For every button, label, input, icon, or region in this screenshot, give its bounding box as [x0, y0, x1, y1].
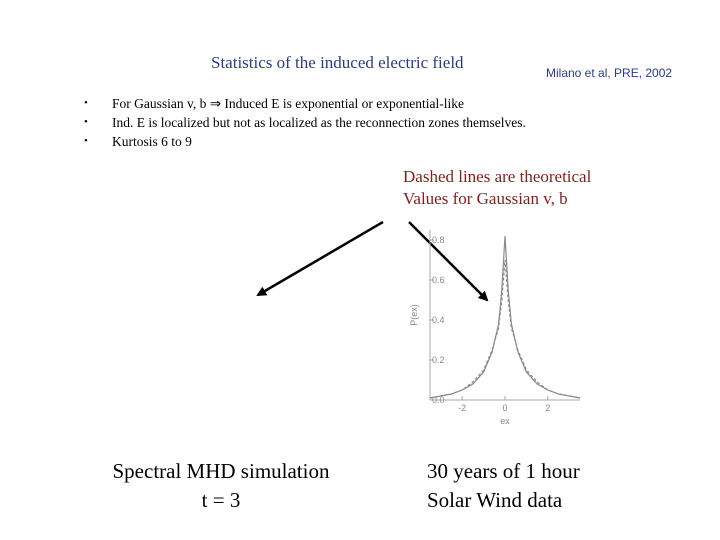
theory-curve: [429, 259, 581, 399]
plot-ticks: -2 0 2 0.0 0.2 0.4 0.6 0.8: [430, 235, 550, 413]
bullet-item: • Ind. E is localized but not as localize…: [84, 113, 526, 132]
x-axis-label: ex: [500, 416, 510, 426]
theory-note-line1: Dashed lines are theoretical: [403, 167, 592, 186]
y-tick-label: 0.4: [432, 315, 445, 325]
theory-note: Dashed lines are theoretical Values for …: [403, 166, 591, 210]
caption-simulation: Spectral MHD simulation t = 3: [95, 457, 347, 515]
bullet-text: Ind. E is localized but not as localized…: [112, 115, 526, 130]
y-tick-label: 0.2: [432, 355, 445, 365]
caption-solar-wind-line2: Solar Wind data: [427, 488, 563, 512]
plot-series: [429, 235, 581, 399]
bullet-dot-icon: •: [84, 116, 88, 128]
y-tick-label: 0.0: [432, 395, 445, 405]
theory-note-line2: Values for Gaussian v, b: [403, 189, 568, 208]
caption-simulation-line1: Spectral MHD simulation: [112, 459, 330, 483]
plot-axes: [429, 230, 580, 401]
bullet-text: Kurtosis 6 to 9: [112, 134, 192, 149]
citation: Milano et al, PRE, 2002: [546, 66, 673, 80]
caption-solar-wind: 30 years of 1 hour Solar Wind data: [427, 457, 580, 515]
slide-title: Statistics of the induced electric field: [211, 53, 464, 72]
bullet-dot-icon: •: [84, 135, 88, 147]
data-curve: [429, 235, 581, 399]
y-axis-label: P(ex): [409, 304, 419, 326]
bullet-dot-icon: •: [84, 97, 88, 109]
caption-simulation-line2: t = 3: [201, 488, 241, 512]
x-tick-label: -2: [458, 403, 466, 413]
caption-solar-wind-line1: 30 years of 1 hour: [427, 459, 580, 483]
pdf-plot: -2 0 2 0.0 0.2 0.4 0.6 0.8 ex P(ex): [409, 230, 581, 426]
bullet-text: For Gaussian v, b ⇒ Induced E is exponen…: [112, 96, 464, 111]
bullet-item: • Kurtosis 6 to 9: [84, 132, 526, 151]
x-tick-label: 2: [545, 403, 550, 413]
y-tick-label: 0.8: [432, 235, 445, 245]
bullet-item: • For Gaussian v, b ⇒ Induced E is expone…: [84, 94, 526, 113]
bullet-list: • For Gaussian v, b ⇒ Induced E is expone…: [84, 94, 526, 151]
y-tick-label: 0.6: [432, 275, 445, 285]
x-tick-label: 0: [502, 403, 507, 413]
arrow-to-simulation: [256, 220, 384, 297]
